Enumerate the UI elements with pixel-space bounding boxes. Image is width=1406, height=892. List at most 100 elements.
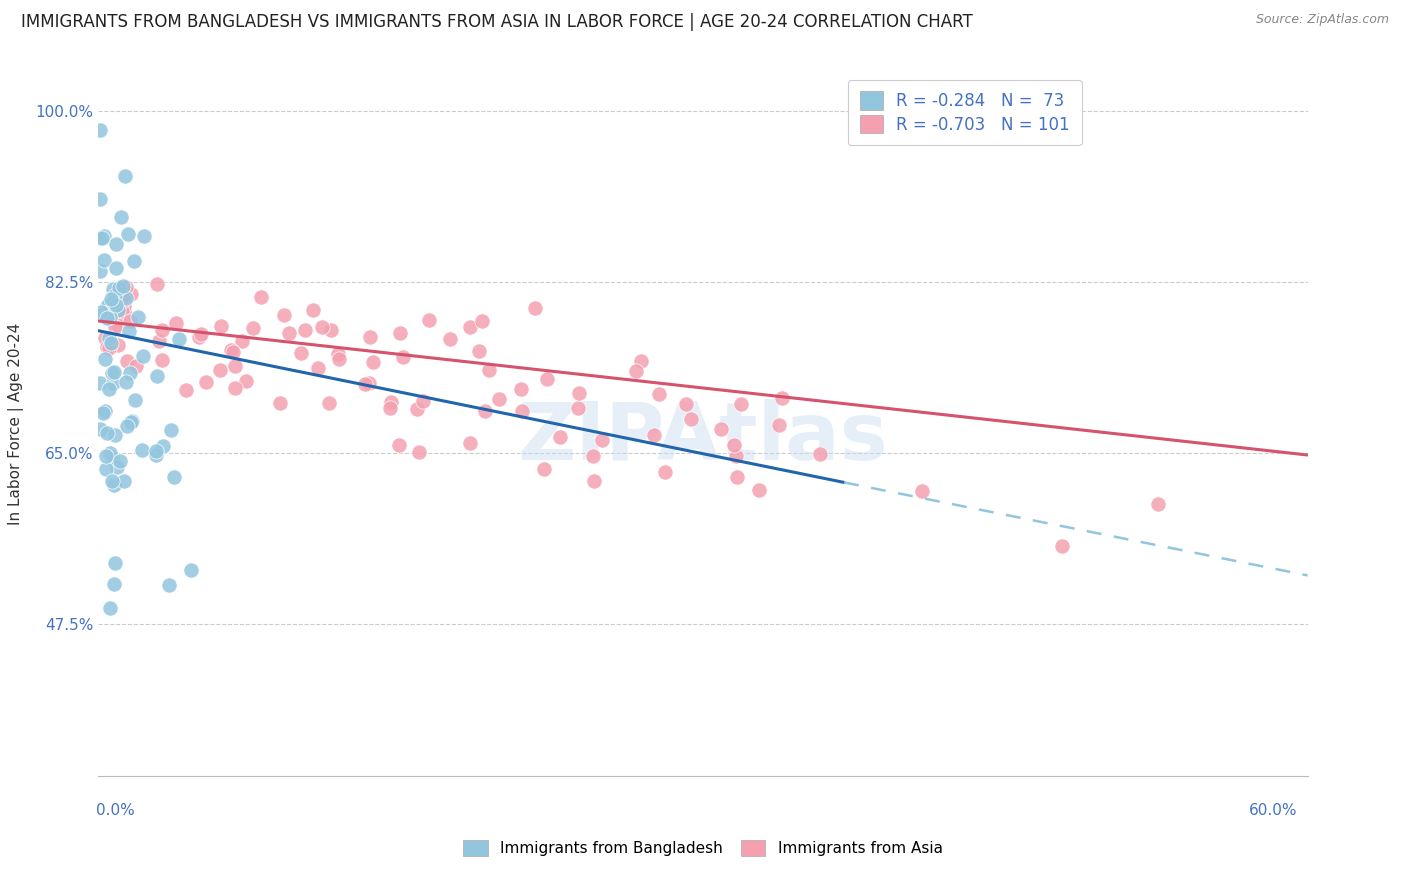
Point: [103, 365, 125, 379]
Point: [359, 330, 381, 344]
Point: [112, 284, 135, 298]
Point: [120, 287, 142, 301]
Point: [107, 338, 129, 352]
Point: [100, 366, 122, 380]
Point: [108, 280, 131, 294]
Point: [105, 298, 128, 312]
Text: 60.0%: 60.0%: [1250, 803, 1298, 818]
Point: [273, 308, 295, 322]
Text: ZIPAtlas: ZIPAtlas: [517, 399, 889, 477]
Point: [582, 475, 605, 489]
Point: [326, 346, 349, 360]
Point: [748, 483, 770, 497]
Y-axis label: In Labor Force | Age 20-24: In Labor Force | Age 20-24: [8, 323, 24, 524]
Point: [89, 264, 111, 278]
Point: [439, 332, 461, 346]
Point: [477, 363, 499, 377]
Point: [290, 345, 312, 359]
Point: [90, 308, 112, 322]
Point: [190, 327, 212, 342]
Point: [808, 447, 831, 461]
Point: [165, 316, 187, 330]
Point: [105, 459, 128, 474]
Point: [150, 352, 173, 367]
Point: [93, 252, 115, 267]
Point: [111, 279, 134, 293]
Point: [474, 404, 496, 418]
Point: [103, 294, 125, 309]
Point: [103, 478, 125, 492]
Legend: R = -0.284   N =  73, R = -0.703   N = 101: R = -0.284 N = 73, R = -0.703 N = 101: [848, 79, 1081, 145]
Point: [89, 422, 111, 436]
Point: [188, 329, 211, 343]
Point: [1050, 539, 1073, 553]
Point: [96, 299, 118, 313]
Point: [132, 349, 155, 363]
Point: [523, 301, 546, 315]
Point: [725, 470, 748, 484]
Point: [357, 376, 380, 390]
Point: [654, 465, 676, 479]
Point: [96, 298, 118, 312]
Point: [231, 334, 253, 348]
Point: [222, 345, 245, 359]
Point: [104, 557, 127, 571]
Point: [103, 577, 125, 591]
Point: [94, 331, 117, 345]
Point: [132, 229, 155, 244]
Point: [681, 412, 703, 426]
Text: Source: ZipAtlas.com: Source: ZipAtlas.com: [1256, 13, 1389, 27]
Point: [104, 428, 127, 442]
Point: [105, 236, 128, 251]
Point: [101, 451, 124, 466]
Point: [675, 397, 697, 411]
Point: [180, 563, 202, 577]
Point: [100, 335, 122, 350]
Point: [125, 359, 148, 373]
Point: [94, 403, 117, 417]
Point: [115, 418, 138, 433]
Point: [458, 319, 481, 334]
Point: [104, 288, 127, 302]
Point: [105, 260, 128, 275]
Point: [488, 392, 510, 406]
Point: [107, 302, 129, 317]
Point: [460, 436, 482, 450]
Point: [89, 192, 111, 206]
Point: [269, 395, 291, 409]
Point: [97, 382, 120, 396]
Point: [195, 376, 218, 390]
Point: [112, 475, 135, 489]
Point: [101, 376, 124, 390]
Point: [115, 354, 138, 368]
Point: [319, 323, 342, 337]
Point: [307, 361, 329, 376]
Point: [104, 284, 127, 298]
Point: [145, 448, 167, 462]
Point: [150, 323, 173, 337]
Point: [328, 352, 350, 367]
Point: [115, 291, 138, 305]
Point: [98, 601, 121, 615]
Point: [101, 474, 124, 488]
Point: [114, 169, 136, 183]
Point: [302, 302, 325, 317]
Point: [591, 433, 613, 447]
Point: [235, 374, 257, 388]
Point: [157, 578, 180, 592]
Point: [101, 282, 124, 296]
Point: [224, 381, 246, 395]
Point: [89, 123, 111, 137]
Point: [121, 414, 143, 428]
Point: [90, 230, 112, 244]
Point: [89, 376, 111, 391]
Point: [118, 366, 141, 380]
Point: [145, 444, 167, 458]
Point: [242, 320, 264, 334]
Point: [550, 430, 572, 444]
Point: [389, 326, 412, 340]
Point: [770, 392, 793, 406]
Point: [710, 422, 733, 436]
Point: [100, 292, 122, 306]
Point: [145, 277, 167, 291]
